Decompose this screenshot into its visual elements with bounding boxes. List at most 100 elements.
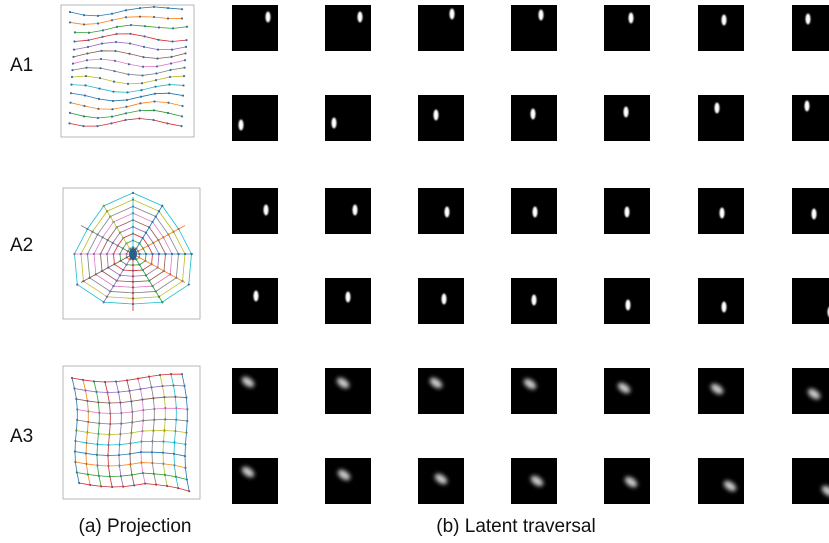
projection-point bbox=[69, 101, 72, 104]
tile-background bbox=[604, 5, 650, 51]
traversal-tile bbox=[604, 278, 650, 324]
projection-line bbox=[132, 204, 164, 255]
tile-blob bbox=[804, 100, 810, 112]
tile-blob bbox=[433, 109, 439, 121]
projection-point bbox=[99, 57, 103, 61]
tile-blob bbox=[263, 204, 269, 216]
projection-point bbox=[187, 283, 190, 286]
projection-point bbox=[96, 14, 100, 17]
projection-line bbox=[77, 418, 188, 425]
traversal-tile bbox=[325, 5, 371, 51]
projection-point bbox=[97, 97, 101, 101]
projection-point bbox=[124, 9, 128, 12]
projection-point bbox=[98, 87, 101, 90]
tile-background bbox=[511, 5, 557, 51]
traversal-tile bbox=[604, 458, 650, 504]
traversal-tile bbox=[325, 188, 371, 234]
projection-point bbox=[157, 26, 161, 29]
projection-point bbox=[180, 8, 184, 11]
projection-frame bbox=[60, 4, 195, 138]
traversal-tile bbox=[511, 458, 557, 504]
projection-point bbox=[85, 66, 88, 69]
projection-point bbox=[73, 31, 77, 34]
tile-background bbox=[325, 458, 371, 504]
traversal-tile bbox=[792, 458, 829, 504]
projection-point bbox=[100, 49, 103, 52]
projection-line bbox=[77, 407, 188, 414]
projection-point bbox=[138, 6, 142, 10]
traversal-tile bbox=[232, 188, 278, 234]
projection-point bbox=[110, 122, 113, 125]
projection-point bbox=[124, 16, 128, 19]
tile-blob bbox=[617, 382, 631, 394]
projection-point bbox=[152, 109, 156, 112]
tile-blob bbox=[336, 377, 350, 389]
row-label: A2 bbox=[10, 235, 33, 256]
projection-point bbox=[127, 73, 130, 76]
tile-background bbox=[232, 188, 278, 234]
projection-line bbox=[75, 461, 186, 469]
projection-point bbox=[141, 65, 145, 68]
traversal-tile bbox=[698, 458, 744, 504]
traversal-tile bbox=[604, 368, 650, 414]
traversal-tile bbox=[604, 95, 650, 141]
projection-point bbox=[110, 19, 114, 22]
projection-point bbox=[70, 75, 74, 79]
projection-point bbox=[112, 90, 115, 93]
tile-background bbox=[792, 5, 829, 51]
projection-point bbox=[86, 52, 89, 55]
projection-point bbox=[96, 22, 100, 25]
projection-point bbox=[154, 85, 157, 88]
traversal-tile bbox=[325, 95, 371, 141]
projection-point bbox=[71, 68, 74, 72]
projection-point bbox=[185, 39, 188, 42]
projection-line bbox=[102, 204, 134, 255]
tile-blob bbox=[624, 476, 638, 488]
tile-blob bbox=[530, 475, 544, 487]
projection-line bbox=[80, 253, 134, 283]
projection-point bbox=[166, 111, 170, 115]
projection-point bbox=[184, 45, 188, 48]
projection-point bbox=[126, 82, 130, 85]
traversal-tile bbox=[604, 188, 650, 234]
projection-line bbox=[76, 396, 187, 404]
projection-plot bbox=[70, 372, 191, 493]
projection-point bbox=[86, 45, 90, 49]
traversal-tile bbox=[325, 368, 371, 414]
projection-line bbox=[80, 225, 134, 255]
traversal-tile bbox=[792, 278, 829, 324]
projection-point bbox=[124, 118, 127, 122]
tile-background bbox=[792, 188, 829, 234]
projection-point bbox=[113, 59, 117, 62]
caption: (a) Projection bbox=[79, 516, 192, 537]
projection-point bbox=[168, 83, 171, 86]
projection-line bbox=[132, 225, 186, 255]
tile-background bbox=[232, 95, 278, 141]
tile-blob bbox=[531, 294, 537, 306]
projection-point bbox=[111, 99, 115, 103]
projection-point bbox=[156, 57, 159, 60]
projection-point bbox=[127, 63, 131, 66]
traversal-tile bbox=[232, 5, 278, 51]
traversal-tile bbox=[698, 95, 744, 141]
tile-blob bbox=[241, 466, 255, 478]
projection-point bbox=[83, 94, 87, 97]
projection-point bbox=[142, 56, 145, 59]
projection-point bbox=[129, 32, 132, 35]
projection-point bbox=[170, 55, 173, 58]
projection-point bbox=[84, 84, 87, 87]
projection-point bbox=[152, 15, 156, 19]
tile-background bbox=[698, 458, 744, 504]
projection-point bbox=[68, 10, 72, 14]
projection-point bbox=[171, 27, 175, 30]
projection-line bbox=[74, 385, 185, 393]
projection-line bbox=[76, 472, 187, 480]
traversal-tile bbox=[698, 5, 744, 51]
tile-blob bbox=[821, 485, 829, 497]
projection-point bbox=[110, 12, 114, 15]
projection-point bbox=[180, 115, 184, 118]
caption: (b) Latent traversal bbox=[436, 516, 595, 537]
traversal-tile bbox=[698, 188, 744, 234]
projection-point bbox=[68, 111, 72, 114]
tile-blob bbox=[721, 301, 727, 313]
